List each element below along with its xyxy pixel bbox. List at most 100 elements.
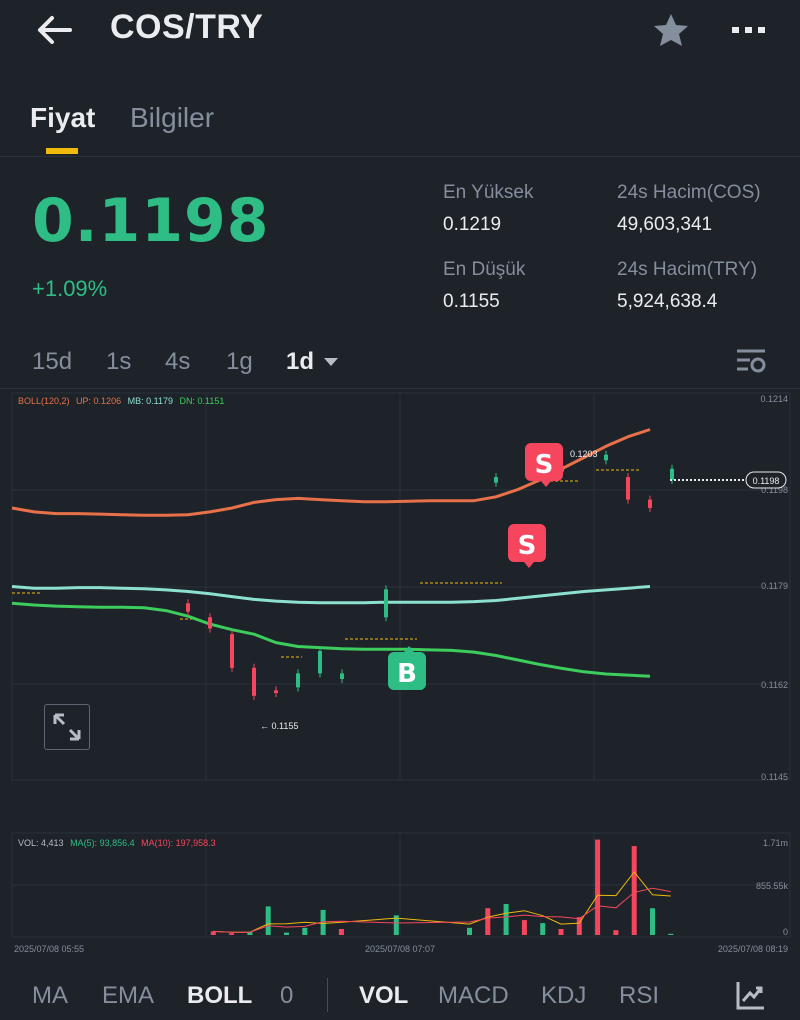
volume-bar: [631, 846, 637, 935]
vol-y-tick: 855.55k: [756, 881, 789, 891]
volume-bar: [558, 929, 564, 935]
interval-1d[interactable]: 1d: [286, 348, 315, 375]
chart-settings-icon[interactable]: [734, 346, 768, 376]
volume-bar: [265, 906, 271, 935]
interval-1g[interactable]: 1g: [226, 348, 253, 375]
favorite-star-icon[interactable]: [652, 12, 690, 48]
volume-bar: [650, 908, 655, 935]
volume-base-value: 49,603,341: [617, 214, 713, 235]
boll-legend: BOLL(120,2) UP: 0.1206 MB: 0.1179 DN: 0.…: [18, 396, 224, 406]
candle: [604, 450, 608, 465]
volume-quote-label: 24s Hacim(TRY): [617, 259, 758, 280]
vol-legend-ma10: MA(10): 197,958.3: [141, 838, 216, 848]
candle: [186, 599, 190, 616]
high-annotation: 0.1203: [570, 449, 598, 459]
x-tick-label: 2025/07/08 05:55: [14, 944, 84, 954]
buy-marker[interactable]: B: [388, 646, 426, 690]
boll-legend-name: BOLL(120,2): [18, 396, 70, 406]
indicator-bar: MA EMA BOLL 0 VOL MACD KDJ RSI: [0, 962, 800, 1020]
boll-line-mb: [11, 585, 651, 605]
volume-bar: [247, 932, 253, 935]
sell-marker[interactable]: S: [525, 443, 563, 487]
low-annotation: ← 0.1155: [260, 721, 298, 731]
tab-bar: Fiyat Bilgiler: [0, 90, 800, 157]
y-tick-label: 0.1214: [760, 394, 788, 404]
time-axis: 2025/07/08 05:55 2025/07/08 07:07 2025/0…: [14, 944, 788, 954]
volume-quote-value: 5,924,638.4: [617, 291, 718, 312]
tab-bilgiler[interactable]: Bilgiler: [130, 102, 215, 133]
candle: [274, 686, 278, 698]
high-value: 0.1219: [443, 214, 502, 235]
indicator-macd[interactable]: MACD: [438, 982, 509, 1009]
back-arrow-icon[interactable]: [32, 12, 76, 48]
x-tick-label: 2025/07/08 08:19: [718, 944, 788, 954]
indicator-ema[interactable]: EMA: [102, 982, 155, 1009]
sell-marker[interactable]: S: [508, 524, 546, 568]
buy-marker-label: B: [397, 659, 417, 689]
indicator-kdj[interactable]: KDJ: [541, 982, 587, 1009]
volume-bar: [576, 917, 582, 935]
interval-1s[interactable]: 1s: [106, 348, 132, 375]
open-order-lines: [12, 469, 640, 658]
volume-bar: [521, 920, 527, 935]
high-label: En Yüksek: [443, 182, 534, 203]
volume-bar: [284, 932, 289, 935]
volume-bar: [668, 933, 674, 935]
indicator-vol[interactable]: VOL: [359, 982, 409, 1009]
sell-marker-label: S: [518, 531, 537, 561]
expand-icon: [53, 713, 81, 741]
volume-bar: [302, 927, 308, 935]
indicator-rsi[interactable]: RSI: [619, 982, 660, 1009]
indicator-zero[interactable]: 0: [280, 982, 294, 1009]
indicator-divider: [327, 978, 328, 1012]
sell-marker-label: S: [535, 450, 554, 480]
candle: [296, 669, 300, 692]
candle: [230, 630, 234, 672]
volume-bar: [229, 933, 235, 935]
boll-legend-up: UP: 0.1206: [76, 396, 121, 406]
price-change-percent: +1.09%: [32, 276, 108, 301]
chevron-down-icon[interactable]: [324, 358, 338, 366]
x-tick-label: 2025/07/08 07:07: [365, 944, 435, 954]
volume-bar: [595, 839, 601, 935]
volume-base-label: 24s Hacim(COS): [617, 182, 761, 203]
drawing-tools-icon[interactable]: [734, 978, 768, 1012]
low-value: 0.1155: [443, 291, 500, 312]
y-tick-label: 0.1162: [761, 680, 788, 690]
tab-fiyat[interactable]: Fiyat: [30, 102, 96, 133]
kline-chart[interactable]: BOLL(120,2) UP: 0.1206 MB: 0.1179 DN: 0.…: [0, 390, 800, 962]
boll-legend-dn: DN: 0.1151: [179, 396, 224, 406]
more-menu-icon[interactable]: [728, 14, 768, 44]
fullscreen-button[interactable]: [44, 704, 90, 750]
vol-y-tick: 0: [783, 927, 788, 937]
current-price-tag: [745, 471, 787, 489]
volume-bar: [485, 908, 491, 935]
vol-legend-ma5: MA(5): 93,856.4: [70, 838, 135, 848]
boll-line-dn: [11, 601, 651, 678]
y-tick-label: 0.1198: [761, 485, 788, 495]
price-axis: 0.1214 0.1198 0.1179 0.1162 0.1145: [760, 394, 788, 782]
top-bar: COS/TRY: [0, 0, 800, 64]
volume-bar: [393, 915, 399, 935]
interval-bar: 15d 1s 4s 1g 1d: [0, 338, 800, 389]
candle: [208, 613, 212, 633]
y-tick-label: 0.1145: [761, 772, 788, 782]
volume-bar: [503, 904, 509, 935]
candle: [252, 663, 256, 700]
boll-legend-mb: MB: 0.1179: [128, 396, 173, 406]
volume-bar: [338, 929, 344, 935]
low-label: En Düşük: [443, 259, 526, 280]
candle: [648, 495, 652, 512]
pair-title: COS/TRY: [110, 8, 264, 46]
indicator-ma[interactable]: MA: [32, 982, 68, 1009]
vol-legend-value: VOL: 4,413: [18, 838, 64, 848]
candlesticks: [186, 450, 674, 700]
interval-15d[interactable]: 15d: [32, 348, 73, 375]
interval-4s[interactable]: 4s: [165, 348, 191, 375]
volume-bar: [210, 931, 216, 935]
volume-axis: 1.71m 855.55k 0: [756, 838, 789, 937]
current-price-label: 0.1198: [753, 476, 780, 486]
volume-bar: [540, 923, 546, 935]
vol-legend: VOL: 4,413 MA(5): 93,856.4 MA(10): 197,9…: [18, 838, 216, 848]
indicator-boll[interactable]: BOLL: [187, 982, 253, 1009]
